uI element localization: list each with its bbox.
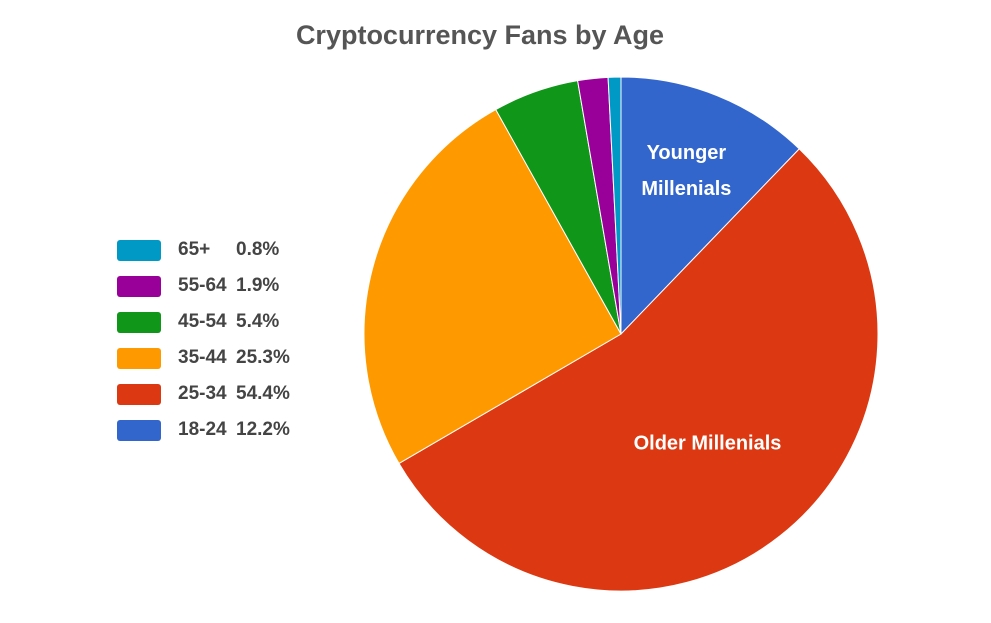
legend-value: 0.8% [236, 239, 280, 260]
slice-annotation: Younger [647, 142, 727, 164]
pie-slice-18-24 [620, 76, 800, 336]
legend-label: 65+ [178, 239, 211, 260]
pie-slice-65+ [607, 76, 622, 335]
legend-item: 25-34 54.4% [117, 376, 290, 412]
legend-value: 5.4% [236, 311, 280, 332]
legend-swatch [117, 275, 161, 297]
legend: 65+ 0.8% 55-64 1.9% 45-54 5.4% 35-44 25.… [117, 232, 290, 448]
legend-swatch [117, 383, 161, 405]
legend-label: 25-34 [178, 383, 227, 404]
pie-slice-35-44 [363, 108, 622, 465]
legend-item: 55-64 1.9% [117, 268, 290, 304]
legend-swatch [117, 311, 161, 333]
legend-value: 12.2% [236, 419, 290, 440]
slice-annotation: Older Millenials [634, 432, 782, 454]
legend-value: 1.9% [236, 275, 280, 296]
legend-label: 45-54 [178, 311, 227, 332]
legend-item: 35-44 25.3% [117, 340, 290, 376]
legend-swatch [117, 347, 161, 369]
legend-value: 25.3% [236, 347, 290, 368]
slice-annotation: Millenials [641, 178, 731, 200]
legend-label: 55-64 [178, 275, 227, 296]
legend-item: 65+ 0.8% [117, 232, 290, 268]
chart-title: Cryptocurrency Fans by Age [295, 20, 665, 50]
legend-value: 54.4% [236, 383, 290, 404]
legend-swatch [117, 239, 161, 261]
legend-item: 45-54 5.4% [117, 304, 290, 340]
legend-label: 35-44 [178, 347, 227, 368]
legend-label: 18-24 [178, 419, 227, 440]
pie-slice-25-34 [398, 148, 879, 592]
legend-swatch [117, 419, 161, 441]
legend-item: 18-24 12.2% [117, 412, 290, 448]
